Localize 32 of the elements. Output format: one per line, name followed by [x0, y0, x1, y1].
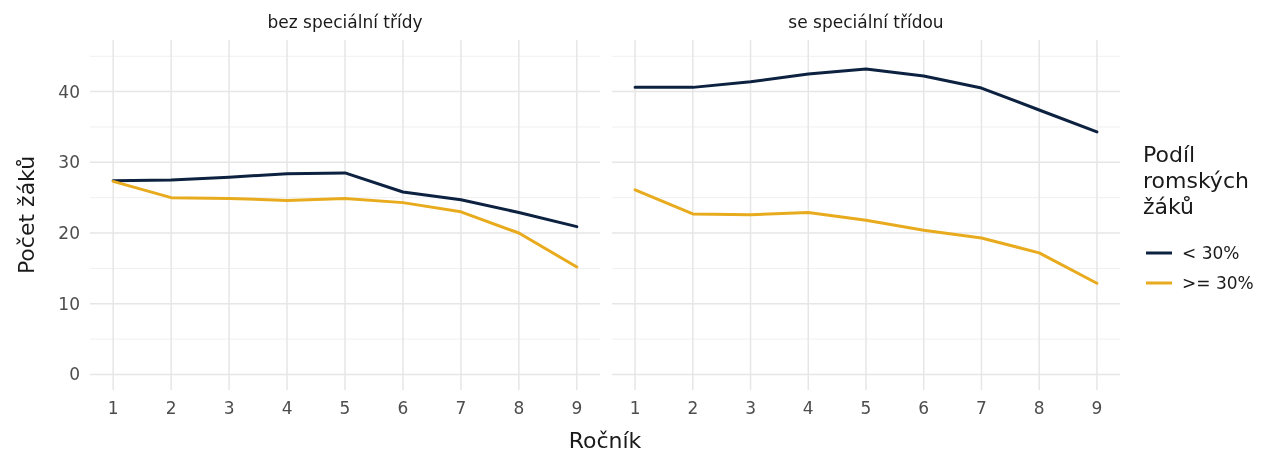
y-tick-label: 10 — [58, 293, 80, 314]
line-series — [111, 179, 579, 269]
x-tick-label: 9 — [1091, 397, 1103, 418]
x-tick-label: 1 — [107, 397, 119, 418]
legend-title: Podíl romských žáků — [1143, 142, 1249, 219]
x-tick-label: 7 — [976, 397, 987, 418]
x-tick-label: 6 — [918, 397, 930, 418]
x-axis-title: Ročník — [568, 428, 642, 453]
legend-label: >= 30% — [1182, 272, 1254, 293]
x-tick-label: 4 — [802, 397, 814, 418]
x-tick-label: 7 — [455, 397, 467, 418]
x-tick-label: 9 — [571, 397, 583, 418]
x-tick-label: 5 — [339, 397, 351, 418]
legend-label: < 30% — [1182, 242, 1240, 263]
y-tick-label: 30 — [58, 152, 80, 173]
y-tick-label: 40 — [58, 81, 80, 102]
x-tick-label: 6 — [397, 397, 409, 418]
x-tick-label: 3 — [223, 397, 235, 418]
x-tick-label: 5 — [860, 397, 872, 418]
x-tick-label: 2 — [687, 397, 699, 418]
y-tick-label: 20 — [58, 222, 80, 243]
x-tick-label: 3 — [745, 397, 756, 418]
y-axis-title: Počet žáků — [14, 155, 39, 275]
x-tick-label: 8 — [1033, 397, 1045, 418]
chart-title: bez speciální třídy — [267, 12, 423, 32]
x-tick-label: 8 — [513, 397, 525, 418]
chart-title: se speciální třídou — [788, 12, 944, 32]
x-tick-label: 4 — [281, 397, 293, 418]
line-series — [111, 171, 579, 229]
y-tick-label: 0 — [69, 364, 80, 385]
x-tick-label: 2 — [165, 397, 177, 418]
x-tick-label: 1 — [629, 397, 641, 418]
